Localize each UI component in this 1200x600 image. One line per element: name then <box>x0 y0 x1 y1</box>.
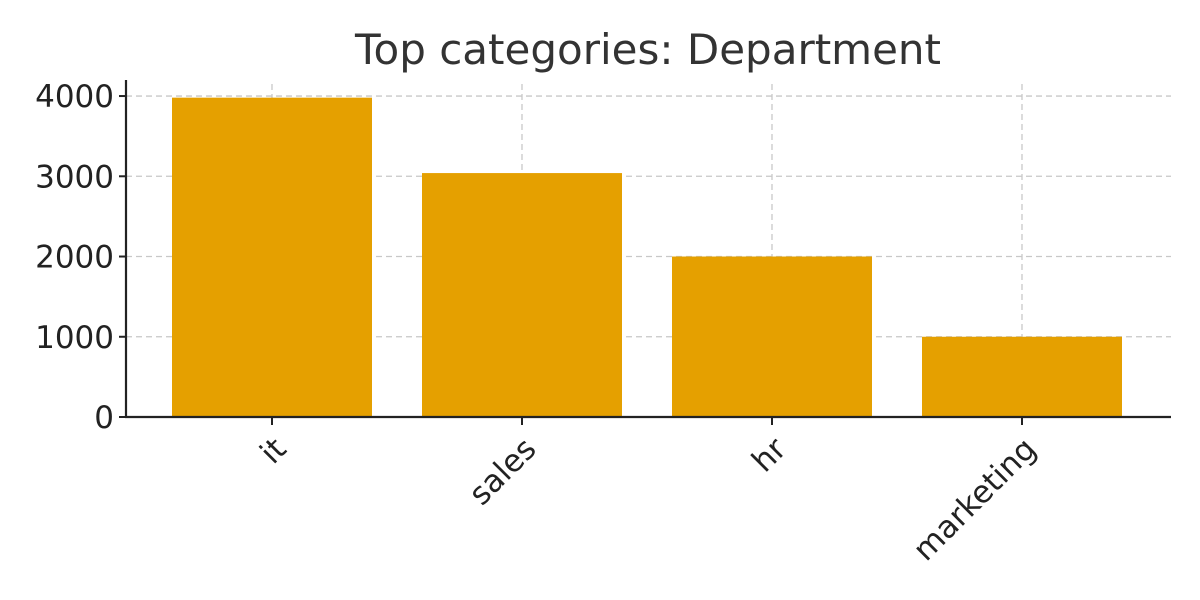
y-tick-label: 0 <box>94 400 114 436</box>
chart-title: Top categories: Department <box>354 25 941 74</box>
x-tick-label: hr <box>745 431 794 480</box>
y-tick-label: 2000 <box>35 240 114 276</box>
bar-sales <box>422 173 622 417</box>
bar-hr <box>672 256 872 417</box>
bars <box>172 97 1122 418</box>
bar-it <box>172 97 372 418</box>
bar-marketing <box>922 336 1122 417</box>
y-axis-ticks: 0 1000 2000 3000 4000 <box>35 79 126 436</box>
axes <box>124 80 1171 419</box>
x-tick-label: sales <box>462 431 543 512</box>
y-tick-label: 4000 <box>35 79 114 115</box>
x-tick-label: marketing <box>906 431 1043 568</box>
x-axis-ticks: it sales hr marketing <box>253 417 1044 568</box>
y-tick-label: 1000 <box>35 320 114 356</box>
x-tick-label: it <box>253 431 293 471</box>
y-tick-label: 3000 <box>35 159 114 195</box>
